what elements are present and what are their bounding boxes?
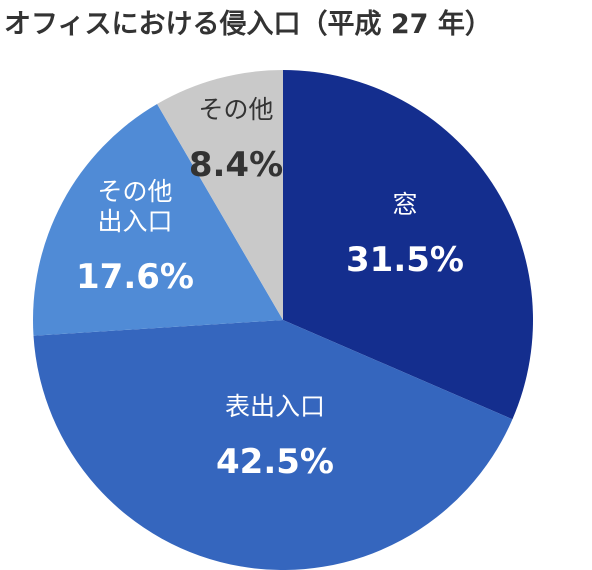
pie-slice-3 xyxy=(157,70,283,320)
pie-slice-2 xyxy=(32,104,283,336)
slice-label-3-0: その他 xyxy=(198,95,273,124)
slice-value-0: 31.5% xyxy=(346,240,464,280)
chart-title: オフィスにおける侵入口（平成 27 年） xyxy=(4,9,492,40)
slice-value-2: 17.6% xyxy=(76,257,194,297)
slice-label-0-0: 窓 xyxy=(392,190,417,219)
slice-label-2-1: 出入口 xyxy=(97,207,172,236)
slice-label-1-0: 表出入口 xyxy=(225,392,325,421)
slice-value-1: 42.5% xyxy=(216,442,334,482)
pie-slice-1 xyxy=(33,320,513,570)
pie-slices xyxy=(32,70,534,570)
pie-slice-0 xyxy=(283,70,534,420)
slice-label-2-0: その他 xyxy=(97,177,172,206)
slice-value-3: 8.4% xyxy=(189,145,283,185)
